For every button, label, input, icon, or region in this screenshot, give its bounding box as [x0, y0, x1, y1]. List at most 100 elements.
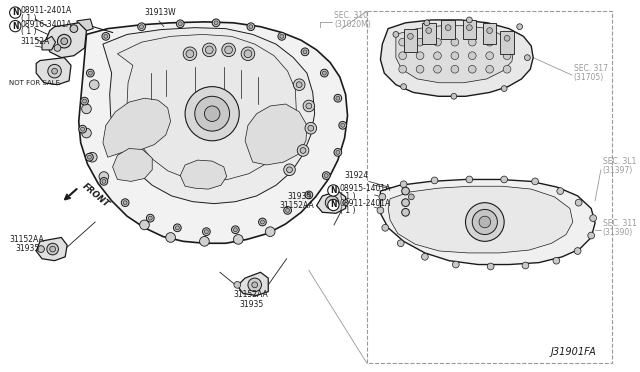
Circle shape	[222, 43, 236, 57]
Text: 31152A: 31152A	[20, 37, 50, 46]
Text: N: N	[330, 186, 337, 195]
Text: 08911-2401A: 08911-2401A	[20, 6, 72, 15]
Circle shape	[334, 94, 342, 102]
Circle shape	[416, 65, 424, 73]
Circle shape	[90, 80, 99, 90]
Circle shape	[426, 28, 431, 33]
Circle shape	[336, 150, 340, 154]
Text: N: N	[12, 22, 19, 31]
Circle shape	[204, 230, 208, 234]
Circle shape	[487, 263, 494, 270]
Circle shape	[451, 38, 459, 46]
Circle shape	[266, 227, 275, 237]
Circle shape	[82, 104, 92, 114]
Circle shape	[47, 243, 58, 255]
Circle shape	[212, 19, 220, 27]
Circle shape	[50, 246, 56, 252]
Circle shape	[38, 246, 44, 253]
Circle shape	[225, 46, 232, 54]
Polygon shape	[103, 98, 171, 157]
Text: N: N	[12, 8, 19, 17]
Text: 31935: 31935	[287, 192, 312, 201]
Circle shape	[399, 65, 406, 73]
Circle shape	[307, 193, 311, 197]
Text: 08911-2401A: 08911-2401A	[340, 199, 391, 208]
Circle shape	[465, 203, 504, 241]
Circle shape	[205, 46, 213, 54]
Text: 31924: 31924	[344, 171, 369, 180]
Circle shape	[500, 176, 508, 183]
Text: FRONT: FRONT	[81, 181, 111, 209]
Circle shape	[183, 47, 196, 61]
Circle shape	[82, 128, 92, 138]
Circle shape	[70, 25, 78, 32]
Polygon shape	[388, 186, 573, 253]
Circle shape	[147, 214, 154, 222]
Circle shape	[260, 220, 264, 224]
Circle shape	[284, 206, 291, 214]
Circle shape	[280, 35, 284, 38]
Circle shape	[401, 84, 406, 90]
Circle shape	[48, 64, 61, 78]
Circle shape	[88, 153, 97, 162]
Polygon shape	[500, 31, 514, 54]
Circle shape	[422, 253, 428, 260]
Polygon shape	[103, 28, 315, 203]
Circle shape	[285, 208, 289, 212]
Circle shape	[433, 52, 442, 60]
Text: ( 1 ): ( 1 )	[340, 192, 355, 201]
Text: 31152AA: 31152AA	[280, 202, 315, 211]
Circle shape	[244, 50, 252, 58]
Circle shape	[173, 224, 181, 232]
Circle shape	[468, 52, 476, 60]
Circle shape	[185, 87, 239, 141]
Polygon shape	[245, 104, 307, 165]
Circle shape	[303, 100, 315, 112]
Circle shape	[466, 176, 473, 183]
Polygon shape	[36, 237, 67, 261]
Text: N: N	[330, 201, 337, 209]
Circle shape	[234, 235, 243, 244]
Circle shape	[303, 50, 307, 54]
Circle shape	[467, 17, 472, 23]
Circle shape	[138, 23, 145, 31]
Circle shape	[306, 103, 312, 109]
Circle shape	[334, 148, 342, 156]
Circle shape	[308, 125, 314, 131]
Text: SEC. 311: SEC. 311	[603, 219, 637, 228]
Circle shape	[140, 25, 143, 29]
Circle shape	[339, 121, 347, 129]
Circle shape	[234, 282, 241, 288]
Circle shape	[247, 23, 255, 31]
Circle shape	[377, 207, 384, 214]
Polygon shape	[380, 20, 533, 96]
Circle shape	[468, 38, 476, 46]
Circle shape	[83, 99, 86, 103]
Circle shape	[416, 52, 424, 60]
Text: 31935: 31935	[15, 244, 39, 253]
Polygon shape	[422, 23, 436, 44]
Circle shape	[305, 191, 313, 199]
Circle shape	[234, 228, 237, 232]
Polygon shape	[442, 20, 455, 39]
Circle shape	[186, 50, 194, 58]
Circle shape	[214, 21, 218, 25]
Circle shape	[249, 25, 253, 29]
Circle shape	[79, 125, 86, 133]
Circle shape	[179, 22, 182, 26]
Circle shape	[486, 65, 493, 73]
Circle shape	[468, 65, 476, 73]
Circle shape	[148, 216, 152, 220]
Circle shape	[522, 262, 529, 269]
Text: NOT FOR SALE: NOT FOR SALE	[9, 80, 60, 86]
Circle shape	[100, 177, 108, 185]
Circle shape	[296, 82, 302, 87]
Circle shape	[124, 201, 127, 205]
Circle shape	[102, 32, 109, 40]
Circle shape	[445, 25, 451, 31]
Circle shape	[336, 96, 340, 100]
Circle shape	[81, 127, 84, 131]
Polygon shape	[79, 22, 348, 243]
Circle shape	[451, 52, 459, 60]
Circle shape	[532, 178, 538, 185]
